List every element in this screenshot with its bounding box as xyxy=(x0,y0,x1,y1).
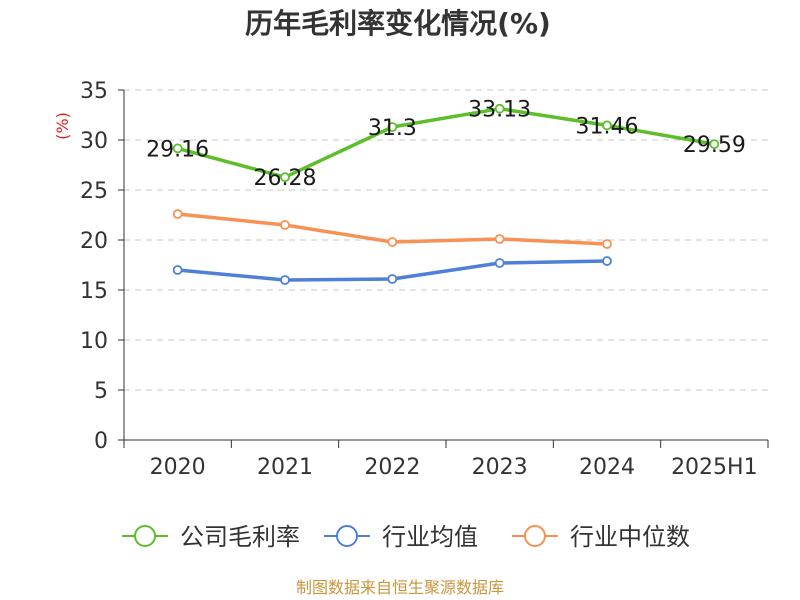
x-tick-label: 2021 xyxy=(257,455,313,480)
x-tick-label: 2025H1 xyxy=(671,455,758,480)
legend-item-2[interactable]: 行业中位数 xyxy=(512,523,690,551)
y-tick-label: 30 xyxy=(80,129,108,154)
data-point xyxy=(709,139,720,150)
data-point xyxy=(280,172,290,183)
data-label: 26.28 xyxy=(254,166,317,191)
x-axis-ticks: 2020 2021 2022 2023 2024 2025H1 xyxy=(123,440,769,480)
data-point xyxy=(172,143,183,154)
legend-marker xyxy=(524,525,546,547)
data-label: 31.3 xyxy=(368,116,417,141)
axes xyxy=(123,90,768,441)
y-tick-label: 35 xyxy=(80,79,108,104)
data-point xyxy=(387,274,398,284)
y-tick-label: 25 xyxy=(80,179,108,204)
x-tick-label: 2023 xyxy=(472,455,528,480)
data-point xyxy=(387,237,398,247)
data-point xyxy=(494,103,505,114)
data-label: 33.13 xyxy=(468,98,531,123)
series-line-0 xyxy=(175,106,717,179)
data-labels: 29.16 26.28 31.3 33.13 31.46 29.59 xyxy=(146,98,746,192)
source-note: 制图数据来自恒生聚源数据库 xyxy=(296,578,504,597)
y-tick-label: 15 xyxy=(80,279,108,304)
legend-marker xyxy=(336,525,358,547)
y-tick-label: 5 xyxy=(94,379,108,404)
x-tick-label: 2022 xyxy=(364,455,420,480)
x-tick-label: 2020 xyxy=(150,455,206,480)
data-label: 31.46 xyxy=(576,114,639,139)
data-label: 29.16 xyxy=(146,137,209,162)
legend-label: 公司毛利率 xyxy=(180,523,300,551)
y-tick-label: 0 xyxy=(94,429,108,454)
data-point xyxy=(494,258,505,268)
series-group xyxy=(172,103,720,285)
legend-marker xyxy=(134,525,156,547)
data-point xyxy=(280,275,290,285)
data-point xyxy=(494,234,505,244)
y-tick-label: 10 xyxy=(80,329,108,354)
data-label: 29.59 xyxy=(683,133,746,158)
data-point xyxy=(280,220,290,230)
legend-item-1[interactable]: 行业均值 xyxy=(324,523,478,551)
legend-item-0[interactable]: 公司毛利率 xyxy=(122,523,300,551)
legend-label: 行业中位数 xyxy=(570,523,690,551)
data-point xyxy=(602,239,612,249)
data-point xyxy=(172,209,183,219)
y-axis-ticks: 0 5 10 15 20 25 30 35 xyxy=(80,79,124,454)
y-axis-unit: (%) xyxy=(53,112,72,140)
chart-title: 历年毛利率变化情况(%) xyxy=(245,7,551,40)
legend-label: 行业均值 xyxy=(382,523,478,551)
data-point xyxy=(602,256,612,266)
x-tick-label: 2024 xyxy=(579,455,635,480)
data-point xyxy=(172,265,183,275)
data-point xyxy=(602,120,612,131)
legend[interactable]: 公司毛利率 行业均值 行业中位数 xyxy=(122,523,690,551)
data-point xyxy=(387,122,398,132)
y-tick-label: 20 xyxy=(80,229,108,254)
